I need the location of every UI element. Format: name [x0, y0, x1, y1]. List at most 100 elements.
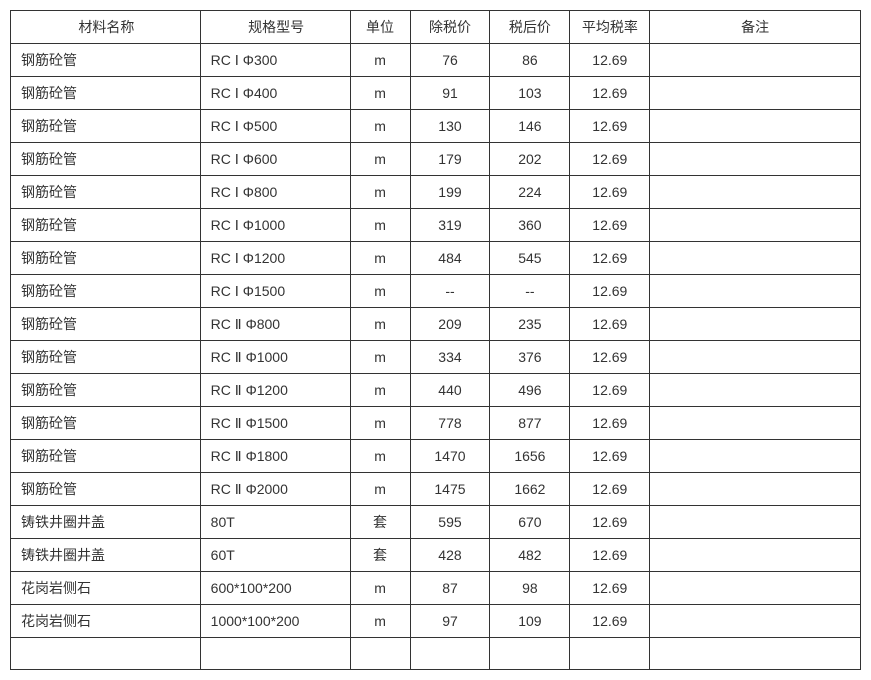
table-cell: RC Ⅰ Φ800 — [200, 176, 350, 209]
table-cell: RC Ⅱ Φ1000 — [200, 341, 350, 374]
table-cell: 12.69 — [570, 374, 650, 407]
table-cell: RC Ⅰ Φ1500 — [200, 275, 350, 308]
table-row: 钢筋砼管RC Ⅱ Φ1500m77887712.69 — [11, 407, 861, 440]
table-cell: 98 — [490, 572, 570, 605]
table-row: 钢筋砼管RC Ⅱ Φ1800m1470165612.69 — [11, 440, 861, 473]
table-cell: 130 — [410, 110, 490, 143]
table-cell: 12.69 — [570, 473, 650, 506]
table-cell: m — [350, 242, 410, 275]
header-price-excl: 除税价 — [410, 11, 490, 44]
table-cell: 钢筋砼管 — [11, 473, 201, 506]
table-row: 钢筋砼管RC Ⅱ Φ800m20923512.69 — [11, 308, 861, 341]
table-cell — [650, 308, 861, 341]
table-cell: 109 — [490, 605, 570, 638]
table-cell: 1656 — [490, 440, 570, 473]
table-cell: 12.69 — [570, 506, 650, 539]
table-row: 钢筋砼管RC Ⅰ Φ800m19922412.69 — [11, 176, 861, 209]
table-cell: 60T — [200, 539, 350, 572]
table-cell: m — [350, 473, 410, 506]
table-cell: m — [350, 77, 410, 110]
table-row: 花岗岩侧石1000*100*200m9710912.69 — [11, 605, 861, 638]
table-cell: RC Ⅰ Φ1200 — [200, 242, 350, 275]
table-cell: RC Ⅱ Φ1200 — [200, 374, 350, 407]
table-cell — [650, 77, 861, 110]
table-cell: m — [350, 407, 410, 440]
table-row: 钢筋砼管RC Ⅰ Φ1200m48454512.69 — [11, 242, 861, 275]
table-cell: 12.69 — [570, 110, 650, 143]
header-price-incl: 税后价 — [490, 11, 570, 44]
table-cell: 钢筋砼管 — [11, 440, 201, 473]
table-cell: RC Ⅰ Φ600 — [200, 143, 350, 176]
table-cell: -- — [490, 275, 570, 308]
table-row — [11, 638, 861, 670]
table-cell: RC Ⅱ Φ800 — [200, 308, 350, 341]
table-cell — [11, 638, 201, 670]
table-cell: 86 — [490, 44, 570, 77]
table-cell: 202 — [490, 143, 570, 176]
table-cell: 钢筋砼管 — [11, 308, 201, 341]
table-cell: 12.69 — [570, 539, 650, 572]
table-row: 钢筋砼管RC Ⅱ Φ1200m44049612.69 — [11, 374, 861, 407]
table-cell — [650, 605, 861, 638]
table-cell — [350, 638, 410, 670]
table-row: 钢筋砼管RC Ⅰ Φ1500m----12.69 — [11, 275, 861, 308]
table-cell: 钢筋砼管 — [11, 407, 201, 440]
table-cell — [650, 539, 861, 572]
table-cell: 179 — [410, 143, 490, 176]
table-cell — [490, 638, 570, 670]
header-material-name: 材料名称 — [11, 11, 201, 44]
table-cell: 铸铁井圈井盖 — [11, 539, 201, 572]
table-cell — [650, 242, 861, 275]
table-cell: 877 — [490, 407, 570, 440]
table-cell — [650, 176, 861, 209]
table-cell: 76 — [410, 44, 490, 77]
table-cell: 146 — [490, 110, 570, 143]
table-cell: m — [350, 209, 410, 242]
table-cell: RC Ⅰ Φ400 — [200, 77, 350, 110]
table-cell: RC Ⅱ Φ1800 — [200, 440, 350, 473]
table-cell: 12.69 — [570, 572, 650, 605]
table-row: 铸铁井圈井盖80T套59567012.69 — [11, 506, 861, 539]
table-cell: m — [350, 44, 410, 77]
table-cell: 12.69 — [570, 209, 650, 242]
table-cell — [650, 341, 861, 374]
table-cell: 钢筋砼管 — [11, 275, 201, 308]
table-cell: RC Ⅰ Φ500 — [200, 110, 350, 143]
header-unit: 单位 — [350, 11, 410, 44]
table-cell: 545 — [490, 242, 570, 275]
table-cell — [650, 44, 861, 77]
table-row: 铸铁井圈井盖60T套42848212.69 — [11, 539, 861, 572]
table-cell — [650, 638, 861, 670]
table-cell: 376 — [490, 341, 570, 374]
table-cell: 12.69 — [570, 143, 650, 176]
table-cell: 钢筋砼管 — [11, 341, 201, 374]
table-cell: m — [350, 440, 410, 473]
header-tax-rate: 平均税率 — [570, 11, 650, 44]
materials-table: 材料名称 规格型号 单位 除税价 税后价 平均税率 备注 钢筋砼管RC Ⅰ Φ3… — [10, 10, 861, 670]
table-row: 钢筋砼管RC Ⅰ Φ500m13014612.69 — [11, 110, 861, 143]
table-cell: 12.69 — [570, 275, 650, 308]
table-cell: 钢筋砼管 — [11, 242, 201, 275]
table-cell — [650, 374, 861, 407]
table-row: 钢筋砼管RC Ⅰ Φ600m17920212.69 — [11, 143, 861, 176]
table-cell: 12.69 — [570, 77, 650, 110]
table-cell: 199 — [410, 176, 490, 209]
table-cell — [650, 110, 861, 143]
table-row: 钢筋砼管RC Ⅰ Φ1000m31936012.69 — [11, 209, 861, 242]
table-cell — [410, 638, 490, 670]
table-cell: 319 — [410, 209, 490, 242]
table-cell: 12.69 — [570, 242, 650, 275]
table-cell: 钢筋砼管 — [11, 110, 201, 143]
table-cell: 440 — [410, 374, 490, 407]
table-cell — [570, 638, 650, 670]
table-cell: 钢筋砼管 — [11, 44, 201, 77]
table-row: 花岗岩侧石600*100*200m879812.69 — [11, 572, 861, 605]
table-cell: 套 — [350, 539, 410, 572]
table-cell: 12.69 — [570, 44, 650, 77]
table-cell: 钢筋砼管 — [11, 176, 201, 209]
table-cell: 12.69 — [570, 440, 650, 473]
table-cell — [650, 209, 861, 242]
table-cell: m — [350, 275, 410, 308]
table-body: 钢筋砼管RC Ⅰ Φ300m768612.69钢筋砼管RC Ⅰ Φ400m911… — [11, 44, 861, 670]
table-cell: 套 — [350, 506, 410, 539]
